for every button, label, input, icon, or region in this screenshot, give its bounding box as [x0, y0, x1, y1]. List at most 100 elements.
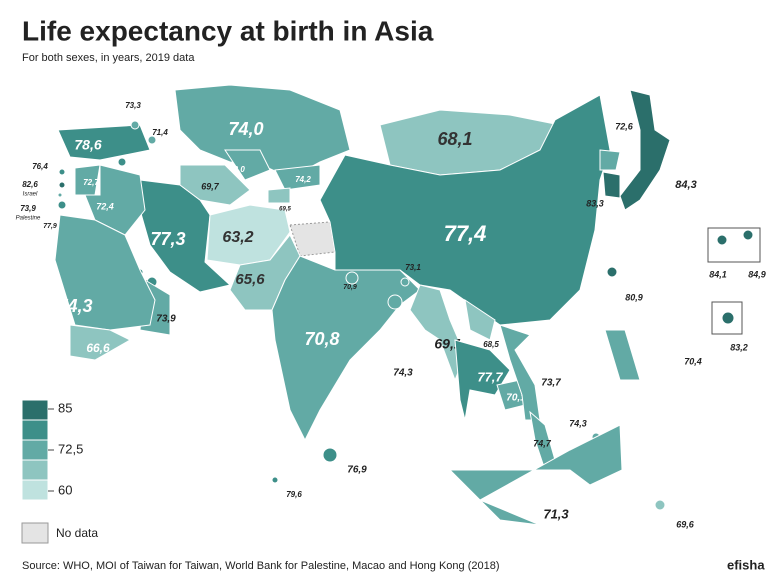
- region: [322, 447, 338, 463]
- legend-label: 72,5: [58, 441, 83, 456]
- value-label: 73,3: [125, 101, 141, 110]
- inset-hongkong-macao: [707, 227, 761, 263]
- value-label: 76,9: [347, 465, 367, 476]
- legend-swatch: [21, 439, 49, 461]
- value-label: 70,9: [343, 284, 357, 291]
- value-label: 83,3: [586, 198, 604, 208]
- value-label: 77,9: [43, 223, 57, 230]
- value-label: 71,4: [152, 128, 168, 137]
- region: [387, 294, 403, 310]
- region: [604, 329, 641, 381]
- region: [448, 424, 623, 526]
- value-label: 79,6: [286, 490, 302, 499]
- legend-label: 85: [58, 400, 72, 415]
- region: [721, 311, 735, 325]
- legend-swatch: [21, 419, 49, 441]
- value-label: 74,3: [57, 296, 92, 316]
- region: [409, 284, 466, 382]
- value-label: 69,5: [279, 207, 291, 213]
- value-label: 70,8: [304, 329, 339, 349]
- value-label: 76,4: [32, 162, 48, 171]
- source: Source: WHO, MOI of Taiwan for Taiwan, W…: [22, 560, 500, 572]
- value-label: 73,9: [20, 204, 36, 213]
- region: [54, 214, 156, 331]
- value-label: 73,1: [405, 263, 421, 272]
- value-label: 77,7: [477, 369, 503, 384]
- value-label: 72,6: [615, 121, 634, 131]
- region: [716, 234, 728, 246]
- legend-swatch: [21, 479, 49, 501]
- no-data-swatch: [21, 522, 49, 544]
- brand: efisha: [727, 557, 765, 572]
- value-label: 74,7: [533, 438, 552, 448]
- legend-swatch: [21, 399, 49, 421]
- region: [499, 324, 541, 421]
- region: [742, 229, 754, 241]
- subtitle: For both sexes, in years, 2019 data: [22, 52, 195, 64]
- region: [274, 164, 321, 191]
- value-label: 70,4: [684, 356, 702, 366]
- value-label: 84,9: [748, 269, 766, 279]
- value-label: 66,6: [86, 341, 110, 355]
- region: [57, 124, 151, 161]
- value-label: 63,2: [222, 229, 253, 246]
- region-note: Israel: [23, 192, 38, 198]
- value-label: 73,9: [156, 314, 176, 325]
- value-label: 74,3: [569, 418, 587, 428]
- value-label: 68,5: [483, 340, 499, 349]
- region: [271, 255, 421, 442]
- region: [345, 271, 359, 285]
- region: [400, 277, 410, 287]
- value-label: 70,1: [506, 393, 526, 404]
- value-label: 69,6: [676, 519, 695, 529]
- no-data-label: No data: [56, 526, 98, 540]
- region: [454, 339, 511, 421]
- region: [57, 200, 67, 210]
- title: Life expectancy at birth in Asia: [22, 15, 434, 46]
- region: [606, 266, 618, 278]
- value-label: 84,1: [709, 269, 727, 279]
- value-label: 74,2: [295, 175, 311, 184]
- value-label: 74,3: [393, 368, 413, 379]
- region: [267, 187, 291, 204]
- value-label: 83,2: [730, 342, 748, 352]
- region: [206, 204, 291, 266]
- region: [619, 89, 671, 211]
- inset-singapore: [711, 301, 743, 335]
- value-label: 69,7: [201, 181, 220, 191]
- region: [271, 476, 279, 484]
- region: [179, 164, 251, 206]
- value-label: 72,4: [96, 201, 114, 211]
- region: [117, 157, 127, 167]
- region: [58, 168, 66, 176]
- value-label: 80,9: [625, 292, 643, 302]
- region: [599, 149, 621, 171]
- region-note: Palestine: [16, 216, 41, 222]
- region: [58, 181, 66, 189]
- value-label: 72,7: [83, 178, 99, 187]
- value-label: 84,3: [675, 179, 696, 191]
- region: [130, 120, 140, 130]
- region: [69, 324, 132, 361]
- value-label: 77,3: [150, 229, 185, 249]
- value-label: 65,6: [235, 271, 265, 288]
- region: [654, 499, 666, 511]
- legend-label: 60: [58, 482, 72, 497]
- value-label: 82,6: [22, 180, 38, 189]
- value-label: 78,6: [74, 137, 101, 153]
- region: [602, 171, 621, 199]
- region: [224, 149, 271, 181]
- value-label: 73,7: [541, 378, 561, 389]
- region: [464, 298, 496, 341]
- value-label: 73,0: [229, 165, 245, 174]
- region: [147, 135, 157, 145]
- value-label: 74,0: [228, 119, 263, 139]
- value-label: 77,4: [444, 221, 487, 246]
- value-label: 71,3: [543, 506, 569, 521]
- region: [57, 192, 63, 198]
- legend-swatch: [21, 459, 49, 481]
- disputed-area: [289, 221, 336, 257]
- value-label: 68,1: [437, 129, 472, 149]
- region: [319, 94, 611, 326]
